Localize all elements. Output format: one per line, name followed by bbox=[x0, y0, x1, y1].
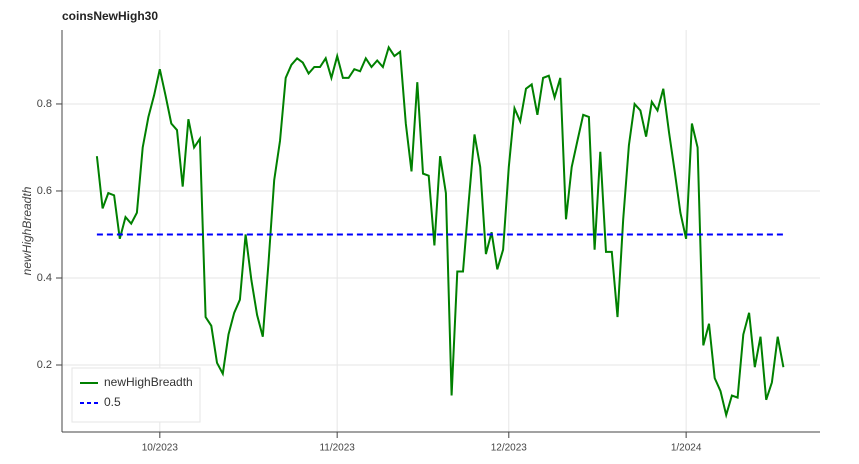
legend-label: newHighBreadth bbox=[104, 375, 193, 389]
x-tick-label: 10/2023 bbox=[142, 443, 179, 454]
y-tick-label: 0.2 bbox=[37, 359, 52, 371]
y-tick-label: 0.8 bbox=[37, 98, 52, 110]
legend-box bbox=[71, 367, 201, 423]
y-tick-label: 0.6 bbox=[37, 185, 52, 197]
series-line bbox=[95, 45, 785, 419]
x-tick-label: 1/2024 bbox=[671, 443, 702, 454]
y-axis-label: newHighBreadth bbox=[20, 186, 34, 275]
x-tick-label: 12/2023 bbox=[491, 443, 528, 454]
legend-label: 0.5 bbox=[104, 395, 121, 409]
x-tick-label: 11/2023 bbox=[319, 443, 355, 454]
y-tick-label: 0.4 bbox=[37, 272, 52, 284]
chart-title: coinsNewHigh30 bbox=[62, 9, 158, 23]
